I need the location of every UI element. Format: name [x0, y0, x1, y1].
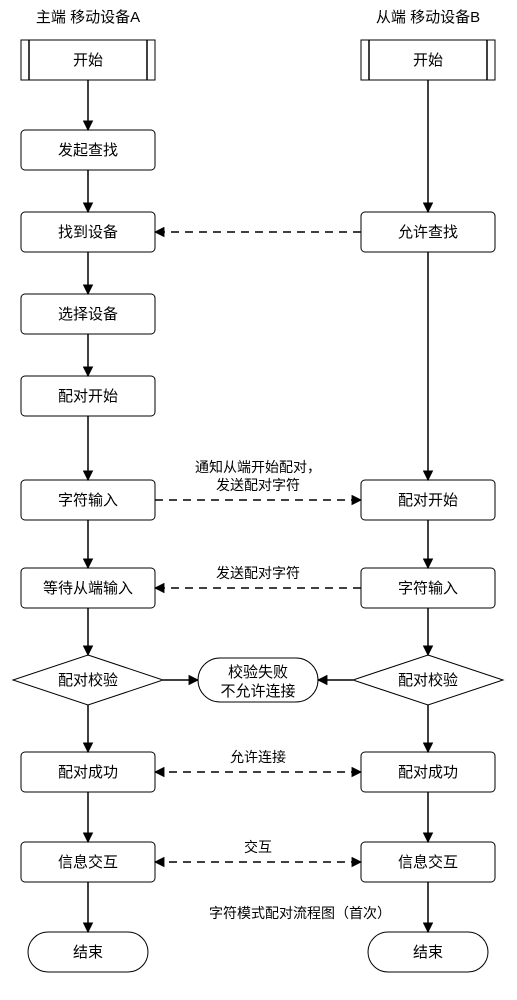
b_ok-label: 配对成功 [398, 764, 458, 781]
fail-line1: 校验失败 [228, 664, 288, 681]
fail-line2: 不允许连接 [220, 683, 295, 700]
edge-label-sendchar: 发送配对字符 [216, 565, 300, 581]
b_ex-label: 信息交互 [398, 853, 458, 871]
title-left: 主端 移动设备A [36, 9, 140, 26]
a_ex-label: 信息交互 [58, 853, 118, 871]
a_search-label: 发起查找 [58, 142, 118, 159]
caption: 字符模式配对流程图（首次） [209, 905, 391, 921]
b_end-label: 结束 [413, 944, 443, 961]
title-right: 从端 移动设备B [376, 9, 480, 26]
a_end-label: 结束 [73, 944, 103, 961]
b_verify-label: 配对校验 [398, 672, 458, 689]
b_input-label: 字符输入 [398, 580, 458, 597]
flowchart: 主端 移动设备A从端 移动设备B开始发起查找找到设备选择设备配对开始字符输入等待… [0, 0, 517, 1000]
a_verify-label: 配对校验 [58, 672, 118, 689]
a_input-label: 字符输入 [58, 492, 118, 509]
a_pairst-label: 配对开始 [58, 388, 118, 405]
a_ok-label: 配对成功 [58, 764, 118, 781]
a_select-label: 选择设备 [58, 306, 118, 323]
edge-label-interact: 交互 [244, 839, 272, 855]
a_found-label: 找到设备 [58, 224, 118, 241]
a_wait-label: 等待从端输入 [43, 579, 133, 597]
b_allow-label: 允许查找 [398, 224, 458, 241]
edge-label-allowconn: 允许连接 [230, 749, 286, 765]
a_start-label: 开始 [73, 52, 103, 69]
edge-label-notify1: 通知从端开始配对， [195, 459, 321, 475]
b_start-label: 开始 [413, 52, 443, 69]
edge-label-notify2: 发送配对字符 [216, 477, 300, 493]
b_pairst-label: 配对开始 [398, 492, 458, 509]
